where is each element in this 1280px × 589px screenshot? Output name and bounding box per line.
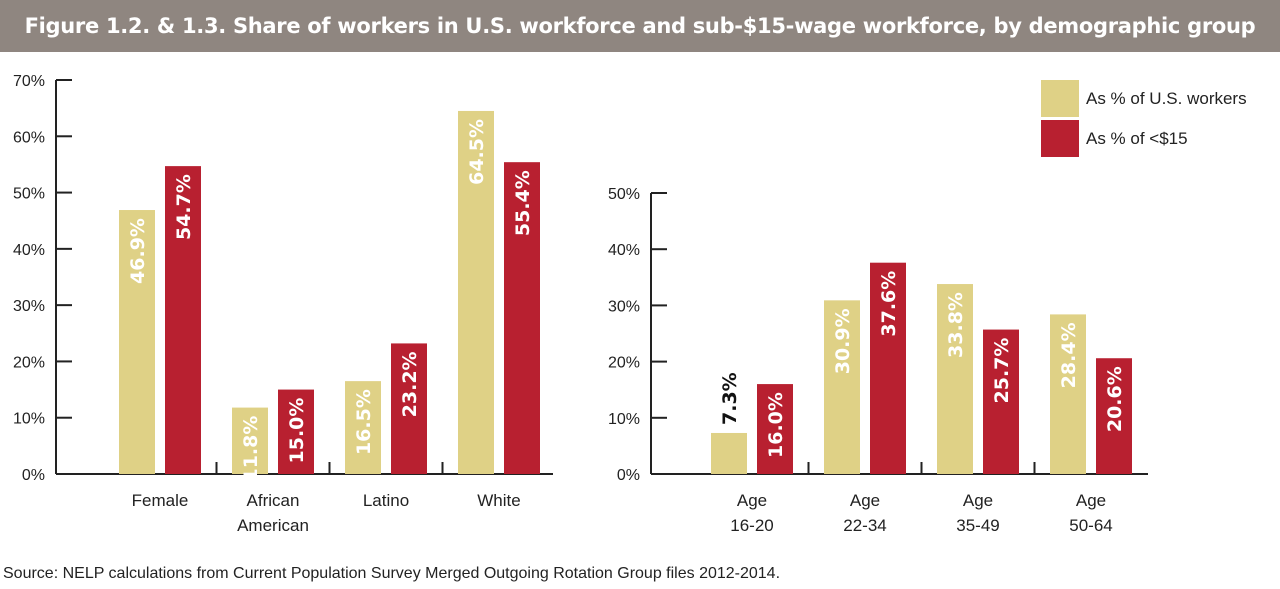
bar-data-label: 23.2% — [399, 351, 421, 417]
y-tick-label: 0% — [22, 467, 45, 484]
bar-us-workers — [458, 110, 494, 474]
y-tick-label: 40% — [608, 242, 640, 259]
legend-swatch-red — [1041, 120, 1079, 157]
x-category-label: 35-49 — [956, 516, 999, 535]
bar-sub15 — [165, 166, 201, 475]
y-tick-label: 50% — [13, 186, 45, 203]
x-category-label: 50-64 — [1069, 516, 1112, 535]
x-category-label: White — [477, 491, 520, 510]
y-tick-label: 40% — [13, 242, 45, 259]
x-category-label: Age — [963, 491, 993, 510]
figure-title: Figure 1.2. & 1.3. Share of workers in U… — [0, 0, 1280, 52]
bar-data-label: 55.4% — [512, 170, 534, 236]
y-tick-label: 20% — [13, 354, 45, 371]
bar-data-label: 25.7% — [991, 338, 1013, 404]
bar-sub15 — [757, 384, 793, 474]
y-tick-label: 10% — [13, 411, 45, 428]
bar-sub15 — [870, 262, 906, 474]
bar-us-workers — [937, 284, 973, 474]
bar-sub15 — [983, 329, 1019, 474]
bar-data-label: 7.3% — [719, 372, 741, 425]
x-category-label: American — [237, 516, 309, 535]
y-tick-label: 70% — [13, 73, 45, 90]
x-category-label: Female — [132, 491, 189, 510]
bar-us-workers — [232, 407, 268, 474]
x-category-label: Age — [737, 491, 767, 510]
legend-item-sub15: As % of <$15 — [1041, 120, 1188, 157]
legend-label: As % of <$15 — [1086, 128, 1188, 148]
bar-data-label: 16.0% — [765, 392, 787, 458]
legend-item-us-workers: As % of U.S. workers — [1041, 80, 1247, 117]
bar-us-workers — [1050, 314, 1086, 474]
bar-us-workers — [119, 210, 155, 474]
bar-sub15 — [504, 162, 540, 475]
x-category-label: Age — [850, 491, 880, 510]
bar-us-workers — [824, 300, 860, 474]
bar-data-label: 30.9% — [832, 308, 854, 374]
source-note: Source: NELP calculations from Current P… — [3, 565, 781, 582]
y-tick-label: 30% — [608, 298, 640, 315]
bar-data-label: 20.6% — [1104, 366, 1126, 432]
y-tick-label: 30% — [13, 298, 45, 315]
bar-data-label: 16.5% — [353, 389, 375, 455]
bar-sub15 — [278, 389, 314, 474]
bar-data-label: 54.7% — [173, 174, 195, 240]
bar-data-label: 28.4% — [1058, 322, 1080, 388]
bar-data-label: 11.8% — [240, 416, 262, 482]
y-tick-label: 20% — [608, 355, 640, 372]
x-category-label: 16-20 — [730, 516, 773, 535]
bar-data-label: 64.5% — [466, 119, 488, 185]
y-tick-label: 50% — [608, 186, 640, 203]
bar-sub15 — [391, 343, 427, 474]
bar-data-label: 46.9% — [127, 218, 149, 284]
x-category-label: Age — [1076, 491, 1106, 510]
x-category-label: Latino — [363, 491, 409, 510]
y-tick-label: 10% — [608, 411, 640, 428]
y-tick-label: 60% — [13, 129, 45, 146]
bar-us-workers — [345, 381, 381, 474]
y-tick-label: 0% — [617, 467, 640, 484]
bar-sub15 — [1096, 358, 1132, 474]
legend-swatch-gold — [1041, 80, 1079, 117]
bar-us-workers — [711, 432, 747, 474]
x-category-label: 22-34 — [843, 516, 886, 535]
x-category-label: African — [247, 491, 300, 510]
bar-data-label: 33.8% — [945, 292, 967, 358]
bar-data-label: 15.0% — [286, 398, 308, 464]
bar-data-label: 37.6% — [878, 271, 900, 337]
legend-label: As % of U.S. workers — [1086, 88, 1247, 108]
